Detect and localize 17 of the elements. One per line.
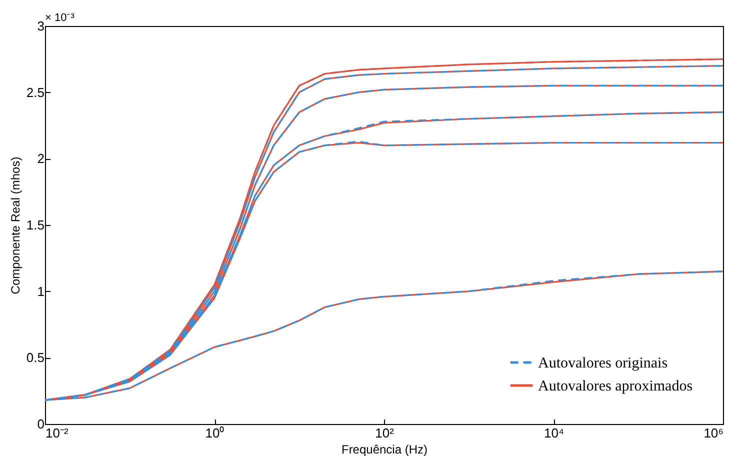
y-tick-label: 1 xyxy=(37,284,44,299)
y-axis-title: Componente Real (mhos) xyxy=(8,156,22,294)
x-tick-label: 10² xyxy=(375,426,395,440)
y-tick-label: 1.5 xyxy=(26,218,44,232)
y-tick-label: 2 xyxy=(37,151,44,166)
legend-label: Autovalores aproximados xyxy=(538,378,693,394)
x-tick-label: 10⁴ xyxy=(544,426,564,440)
y-tick-label: 2.5 xyxy=(26,84,44,100)
y-tick-label: 3 xyxy=(37,18,44,34)
x-tick-label: 10⁻² xyxy=(46,426,69,440)
x-tick-label: 10⁶ xyxy=(704,426,724,440)
x-axis-title: Frequência (Hz) xyxy=(341,442,428,456)
text: × 10⁻³ xyxy=(45,12,75,24)
y-tick-label: 0.5 xyxy=(26,350,44,366)
legend-label: Autovalores originais xyxy=(538,356,668,372)
x-tick-label: 10⁰ xyxy=(205,426,225,440)
y-tick-label: 0 xyxy=(37,416,44,432)
